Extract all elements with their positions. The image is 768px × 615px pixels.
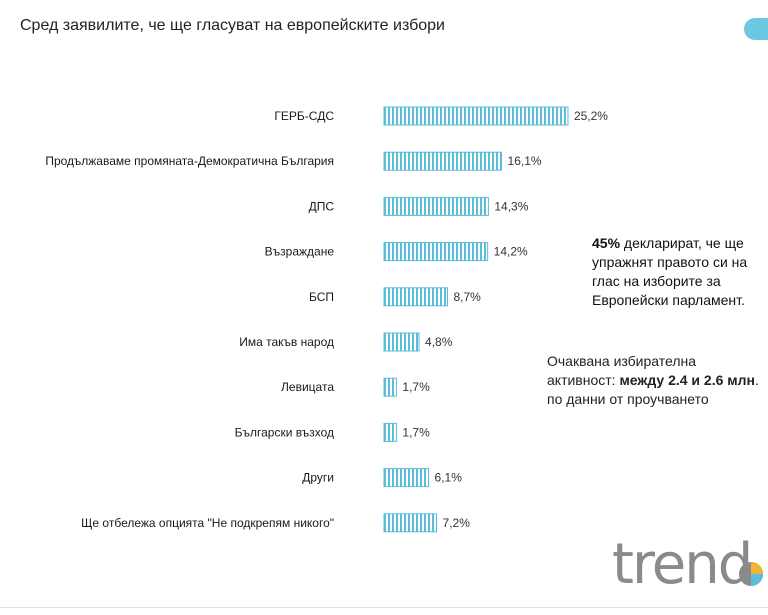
category-label: ГЕРБ-СДС — [274, 109, 334, 123]
turnout-suffix: . по данни от проучването — [547, 371, 759, 407]
trend-logo: trend — [612, 532, 753, 597]
declared-percent: 45% — [592, 235, 621, 251]
bar — [383, 151, 503, 171]
value-label: 25,2% — [574, 109, 608, 123]
value-label: 7,2% — [443, 516, 471, 530]
turnout-range: между 2.4 и 2.6 млн — [619, 371, 755, 388]
bar — [383, 422, 397, 442]
value-label: 1,7% — [402, 425, 430, 439]
bar — [383, 468, 430, 488]
bar — [383, 196, 489, 216]
bar — [383, 377, 397, 397]
corner-tab[interactable] — [744, 18, 768, 40]
category-label: Ще отбележа опцията "Не подкрепям никого… — [81, 516, 334, 530]
bar — [383, 106, 569, 126]
logo-pie-icon — [739, 562, 763, 586]
value-label: 1,7% — [402, 380, 430, 394]
declared-text: декларират, че ще упражнят правото си на… — [592, 235, 748, 308]
category-label: БСП — [309, 290, 334, 304]
turnout-note: Очаквана избирателна активност: между 2.… — [547, 352, 765, 409]
value-label: 14,3% — [494, 199, 528, 213]
bar — [383, 513, 438, 533]
bottom-divider — [0, 607, 768, 608]
declared-note: 45% декларират, че ще упражнят правото с… — [592, 234, 768, 310]
chart-title: Сред заявилите, че ще гласуват на европе… — [20, 17, 445, 34]
value-label: 4,8% — [425, 335, 453, 349]
category-label: ДПС — [309, 199, 335, 213]
bar — [383, 287, 449, 307]
category-label: Български възход — [235, 425, 334, 439]
bar — [383, 332, 420, 352]
turnout-prefix: Очаквана избирателна активност: — [547, 353, 697, 388]
category-label: Други — [302, 471, 334, 485]
category-label: Левицата — [281, 380, 334, 394]
value-label: 14,2% — [494, 245, 528, 259]
category-label: Възраждане — [265, 245, 335, 259]
bar — [383, 242, 489, 262]
value-label: 8,7% — [454, 290, 482, 304]
category-label: Продължаваме промяната-Демократична Бълг… — [45, 154, 334, 168]
value-label: 6,1% — [435, 471, 463, 485]
value-label: 16,1% — [508, 154, 542, 168]
category-label: Има такъв народ — [239, 335, 334, 349]
